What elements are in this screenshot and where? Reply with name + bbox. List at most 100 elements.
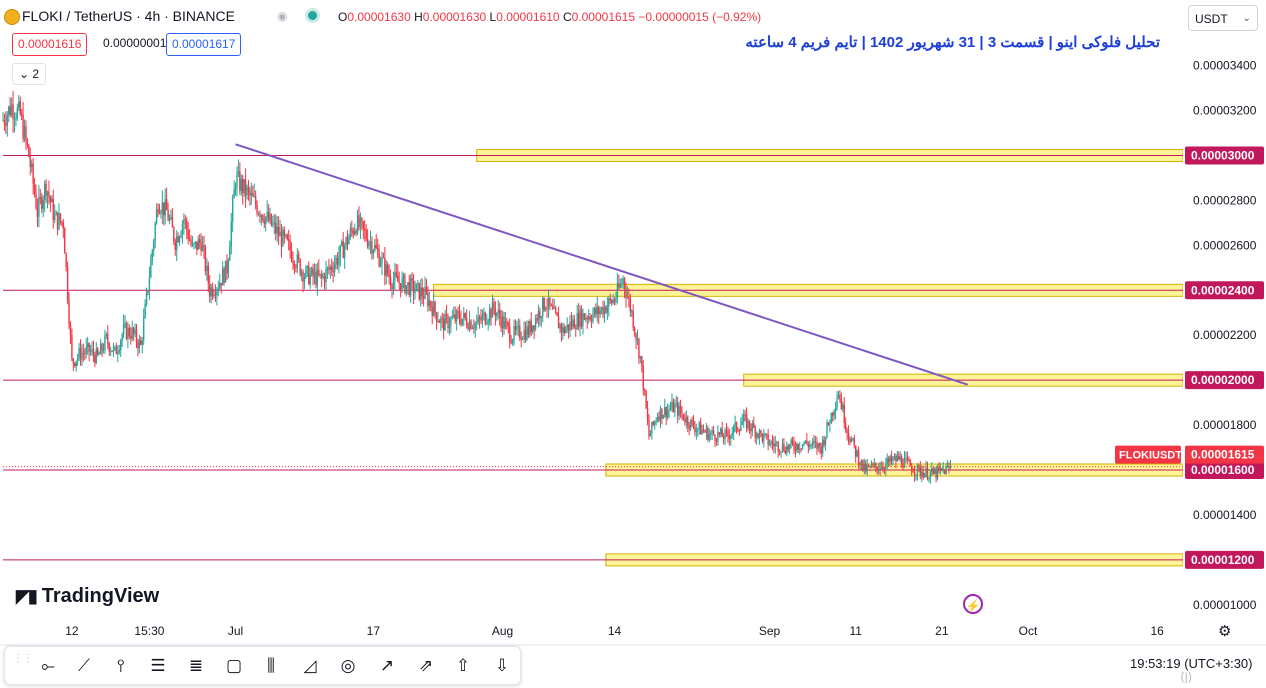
candle-body bbox=[124, 323, 126, 325]
arrow-icon[interactable]: ⇗ bbox=[418, 656, 434, 675]
gear-icon[interactable]: ⚙ bbox=[1218, 623, 1232, 640]
candle-body bbox=[844, 423, 847, 430]
candle-body bbox=[674, 404, 676, 413]
candle-body bbox=[738, 430, 741, 432]
long-position-icon[interactable]: ⫼ bbox=[267, 656, 275, 675]
buy-button[interactable]: 0.00001617 bbox=[166, 33, 242, 56]
candle-body bbox=[889, 456, 891, 463]
arrow-down-icon[interactable]: ⇩ bbox=[494, 656, 510, 675]
candle-body bbox=[593, 308, 596, 314]
fib-retracement-icon[interactable]: ☰ bbox=[150, 656, 166, 675]
candle-body bbox=[631, 310, 633, 312]
candle-body bbox=[193, 243, 195, 245]
candle-body bbox=[453, 314, 455, 318]
candle-body bbox=[621, 283, 623, 285]
triangle-pattern-icon[interactable]: ◿ bbox=[303, 656, 317, 675]
candle-body bbox=[498, 310, 501, 318]
trendline-icon[interactable]: ⟋ bbox=[78, 656, 90, 675]
candle-body bbox=[720, 428, 722, 435]
symbol-title[interactable]: FLOKI / TetherUS · 4h · BINANCE bbox=[22, 8, 235, 24]
arrow-marker-icon[interactable]: ↗ bbox=[379, 656, 395, 675]
candle-body bbox=[223, 268, 225, 283]
time-axis[interactable]: 12 15:30 Jul 17 Aug 14 Sep 11 21 Oct 16 bbox=[65, 624, 1164, 638]
candle-body bbox=[322, 275, 324, 278]
candle-body bbox=[784, 450, 787, 454]
candle-body bbox=[615, 297, 617, 302]
candle-body bbox=[750, 428, 752, 432]
rectangle-icon[interactable]: ▢ bbox=[225, 656, 243, 675]
candle-body bbox=[204, 248, 207, 271]
candle-body bbox=[547, 297, 550, 309]
candle-body bbox=[467, 325, 469, 330]
candle-body bbox=[623, 278, 626, 289]
candle-body bbox=[42, 200, 44, 209]
candle-body bbox=[936, 466, 939, 478]
candle-body bbox=[587, 316, 590, 320]
circle-icon[interactable]: ◎ bbox=[340, 656, 356, 675]
candle-body bbox=[622, 278, 624, 284]
candle-body bbox=[270, 214, 273, 226]
candle-body bbox=[471, 327, 474, 329]
candle-body bbox=[247, 187, 250, 191]
candle-body bbox=[638, 339, 640, 359]
candle-body bbox=[275, 222, 277, 234]
candle-body bbox=[613, 299, 616, 302]
candle-body bbox=[609, 298, 611, 301]
candle-body bbox=[293, 262, 296, 268]
candle-body bbox=[768, 444, 771, 446]
candle-body bbox=[875, 463, 877, 467]
tradingview-logo[interactable]: ◤▮ TradingView bbox=[16, 585, 160, 607]
candle-body bbox=[767, 434, 769, 445]
candle-body bbox=[167, 210, 169, 221]
candle-body bbox=[880, 467, 883, 470]
parallel-channel-icon[interactable]: ≣ bbox=[188, 656, 204, 675]
candle-body bbox=[463, 313, 465, 319]
candle-body bbox=[368, 242, 370, 247]
candle-body bbox=[18, 101, 20, 108]
candle-body bbox=[705, 428, 708, 433]
arrow-up-icon[interactable]: ⇧ bbox=[455, 656, 471, 675]
candle-body bbox=[684, 419, 686, 423]
candle-body bbox=[315, 272, 317, 286]
candle-body bbox=[793, 443, 795, 449]
candle-body bbox=[257, 213, 260, 215]
resize-handle-icon[interactable]: ⟨|⟩ bbox=[1180, 670, 1193, 684]
candle-body bbox=[679, 406, 682, 413]
y-tick-label: 0.00001800 bbox=[1193, 418, 1257, 432]
candle-body bbox=[859, 464, 861, 466]
candle-body bbox=[712, 430, 715, 435]
candle-body bbox=[800, 448, 802, 450]
sell-button[interactable]: 0.00001616 bbox=[12, 33, 88, 56]
trendline-layer[interactable] bbox=[235, 143, 968, 386]
candle-body bbox=[79, 347, 82, 360]
candle-body bbox=[509, 326, 511, 342]
drag-handle-icon[interactable]: ⋮⋮ bbox=[13, 653, 33, 664]
candle-body bbox=[629, 297, 632, 312]
candle-body bbox=[833, 410, 835, 416]
candle-body bbox=[131, 327, 133, 339]
currency-select[interactable]: USDT ⌄ bbox=[1188, 5, 1258, 31]
price-tags-layer: 0.00003000 0.00002400 0.00002000 0.00001600… bbox=[1115, 146, 1264, 569]
candle-body bbox=[309, 274, 311, 285]
candle-body bbox=[325, 269, 327, 283]
vertical-line-icon[interactable]: ⫯ bbox=[117, 656, 125, 675]
candle-body bbox=[102, 350, 105, 352]
candle-body bbox=[286, 234, 288, 240]
candle-body bbox=[918, 464, 920, 467]
indicators-toggle[interactable]: ⌄ 2 bbox=[12, 63, 46, 85]
candle-body bbox=[725, 429, 728, 432]
candle-body bbox=[599, 310, 601, 315]
levels-layer bbox=[3, 155, 1183, 561]
candle-body bbox=[15, 118, 17, 120]
crosshair-icon[interactable]: ⟜ bbox=[41, 656, 55, 675]
candle-body bbox=[707, 428, 709, 440]
candle-body bbox=[537, 311, 540, 321]
eye-icon[interactable]: ◉ bbox=[277, 9, 288, 23]
candle-body bbox=[338, 257, 340, 266]
candle-body bbox=[755, 433, 758, 438]
candle-body bbox=[847, 432, 850, 439]
candle-body bbox=[557, 316, 560, 329]
clock-timezone[interactable]: 19:53:19 (UTC+3:30) bbox=[1130, 656, 1253, 671]
lightning-icon[interactable]: ⚡ bbox=[963, 594, 983, 614]
